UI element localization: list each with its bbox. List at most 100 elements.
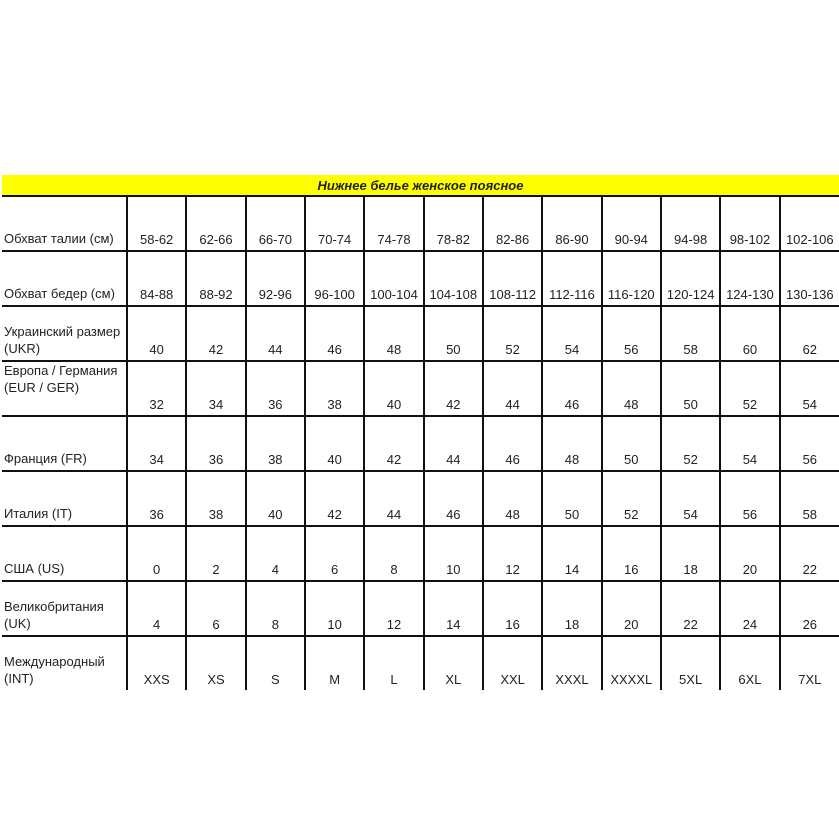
table-cell: 92-96 — [244, 250, 305, 306]
table-cell: 22 — [778, 525, 839, 581]
table-cell: 50 — [600, 415, 661, 471]
table-cell: 12 — [363, 580, 424, 636]
table-cell: 4 — [244, 525, 305, 581]
table-cell: 46 — [481, 415, 543, 471]
table-cell: 84-88 — [125, 250, 187, 306]
table-cell: 12 — [481, 525, 543, 581]
table-cell: 14 — [422, 580, 483, 636]
table-cell: 42 — [185, 305, 246, 361]
table-cell: 4 — [125, 580, 187, 636]
table-cell: 40 — [363, 360, 424, 416]
row-label: Обхват талии (см) — [2, 195, 127, 251]
table-cell: 18 — [659, 525, 721, 581]
table-cell: M — [303, 635, 365, 690]
table-cell: 90-94 — [600, 195, 661, 251]
table-row: Международный (INT) XXS XS S M L XL XXL XXXL XXXX… — [2, 635, 839, 690]
table-cell: 124-130 — [719, 250, 780, 306]
table-cell: L — [363, 635, 424, 690]
table-cell: 60 — [719, 305, 780, 361]
table-cell: 24 — [719, 580, 780, 636]
table-title: Нижнее белье женское поясное — [2, 175, 839, 195]
table-cell: 120-124 — [659, 250, 721, 306]
table-cell: 2 — [185, 525, 246, 581]
table-cell: 38 — [303, 360, 365, 416]
size-chart-table: Обхват талии (см) 58-62 62-66 66-70 70-74 74-… — [2, 195, 839, 690]
table-cell: 7XL — [778, 635, 839, 690]
table-cell: 50 — [422, 305, 483, 361]
table-cell: 6 — [185, 580, 246, 636]
table-cell: 44 — [363, 470, 424, 526]
table-cell: 52 — [659, 415, 721, 471]
table-cell: 54 — [659, 470, 721, 526]
table-cell: 58 — [778, 470, 839, 526]
row-label: Европа / Германия (EUR / GER) — [2, 360, 127, 416]
row-label: Великобритания (UK) — [2, 580, 127, 636]
table-cell: 46 — [541, 360, 602, 416]
table-cell: 54 — [719, 415, 780, 471]
table-row: США (US) 0 2 4 6 8 10 12 14 16 18 20 22 — [2, 525, 839, 581]
row-label: Обхват бедер (см) — [2, 250, 127, 306]
table-cell: 108-112 — [481, 250, 543, 306]
table-cell: 22 — [659, 580, 721, 636]
table-cell: XXXL — [541, 635, 602, 690]
table-cell: 36 — [125, 470, 187, 526]
table-cell: 26 — [778, 580, 839, 636]
table-row: Украинский размер (UKR) 40 42 44 46 48 50 52 54 5… — [2, 305, 839, 361]
table-cell: 0 — [125, 525, 187, 581]
table-cell: 8 — [244, 580, 305, 636]
table-cell: 48 — [541, 415, 602, 471]
table-cell: 130-136 — [778, 250, 839, 306]
table-cell: 34 — [185, 360, 246, 416]
table-cell: 56 — [600, 305, 661, 361]
table-cell: 52 — [719, 360, 780, 416]
table-cell: 34 — [125, 415, 187, 471]
table-cell: 96-100 — [303, 250, 365, 306]
table-cell: 16 — [481, 580, 543, 636]
table-cell: XL — [422, 635, 483, 690]
table-cell: XS — [185, 635, 246, 690]
table-cell: 62-66 — [185, 195, 246, 251]
table-cell: XXL — [481, 635, 543, 690]
table-cell: 44 — [244, 305, 305, 361]
table-row: Европа / Германия (EUR / GER) 32 34 36 38 40 4… — [2, 360, 839, 416]
table-row: Франция (FR) 34 36 38 40 42 44 46 48 50 52 54 56 — [2, 415, 839, 471]
table-cell: 56 — [719, 470, 780, 526]
table-cell: 112-116 — [541, 250, 602, 306]
table-cell: 20 — [600, 580, 661, 636]
table-cell: 48 — [481, 470, 543, 526]
table-cell: 5XL — [659, 635, 721, 690]
table-cell: 18 — [541, 580, 602, 636]
table-cell: 52 — [600, 470, 661, 526]
row-label: Международный (INT) — [2, 635, 127, 690]
table-cell: 14 — [541, 525, 602, 581]
table-cell: 42 — [363, 415, 424, 471]
table-cell: 66-70 — [244, 195, 305, 251]
table-cell: 104-108 — [422, 250, 483, 306]
table-cell: 74-78 — [363, 195, 424, 251]
table-cell: S — [244, 635, 305, 690]
table-cell: 86-90 — [541, 195, 602, 251]
table-cell: 46 — [303, 305, 365, 361]
table-row: Италия (IT) 36 38 40 42 44 46 48 50 52 54 56 58 — [2, 470, 839, 526]
table-cell: 88-92 — [185, 250, 246, 306]
table-cell: 8 — [363, 525, 424, 581]
table-cell: 82-86 — [481, 195, 543, 251]
row-label: Франция (FR) — [2, 415, 127, 471]
table-cell: 40 — [244, 470, 305, 526]
table-row: Обхват бедер (см) 84-88 88-92 92-96 96-100 10… — [2, 250, 839, 306]
row-label: США (US) — [2, 525, 127, 581]
row-label: Украинский размер (UKR) — [2, 305, 127, 361]
table-cell: 36 — [185, 415, 246, 471]
table-cell: 46 — [422, 470, 483, 526]
table-cell: XXXXL — [600, 635, 661, 690]
table-cell: 58 — [659, 305, 721, 361]
table-cell: 58-62 — [125, 195, 187, 251]
table-cell: 44 — [481, 360, 543, 416]
table-cell: 78-82 — [422, 195, 483, 251]
table-cell: 70-74 — [303, 195, 365, 251]
table-cell: 50 — [541, 470, 602, 526]
table-cell: 42 — [303, 470, 365, 526]
table-cell: 102-106 — [778, 195, 839, 251]
table-cell: 42 — [422, 360, 483, 416]
table-cell: 6 — [303, 525, 365, 581]
